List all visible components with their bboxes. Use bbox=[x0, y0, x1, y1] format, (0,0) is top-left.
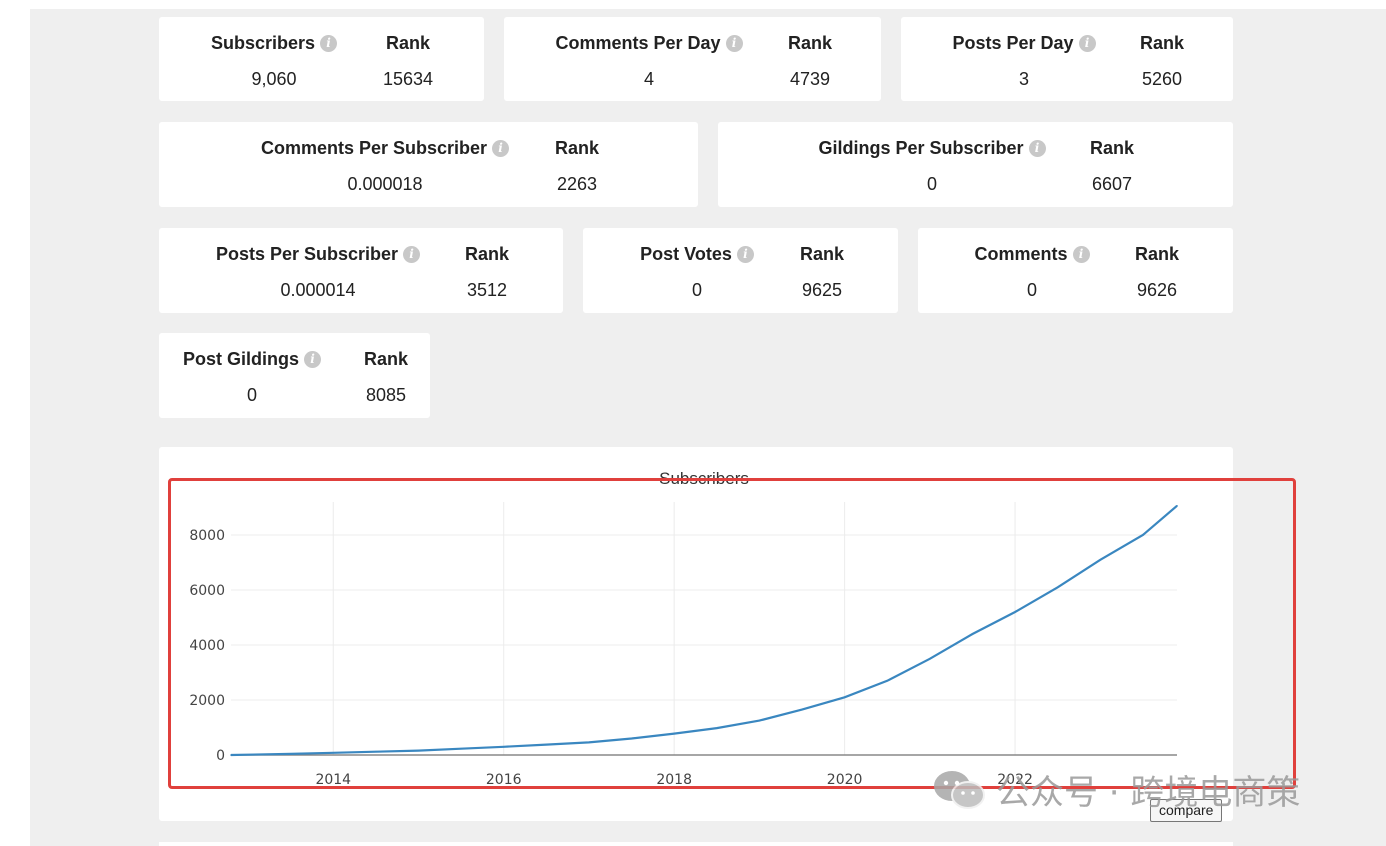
data-point bbox=[289, 753, 292, 755]
stat-card-subscribers: Subscribers i 9,060 Rank 15634 bbox=[159, 17, 484, 101]
stat-value: 0 bbox=[1026, 280, 1037, 300]
rank-value: 9625 bbox=[801, 280, 843, 300]
x-tick-label: 2018 bbox=[656, 772, 692, 788]
data-point bbox=[545, 743, 548, 746]
rank-label: Rank bbox=[1134, 243, 1179, 264]
x-tick-label: 2016 bbox=[486, 772, 522, 788]
rank-value: 9626 bbox=[1136, 280, 1178, 300]
data-point bbox=[929, 658, 931, 660]
rank-label: Rank bbox=[363, 348, 408, 369]
stat-value: 3 bbox=[1018, 69, 1029, 89]
stat-label: Comments Per Subscriber bbox=[260, 137, 488, 158]
data-point bbox=[843, 696, 846, 699]
rank-value: 5260 bbox=[1141, 69, 1183, 89]
data-point bbox=[1142, 534, 1144, 536]
watermark-text: 公众号 · 跨境电商策 bbox=[996, 773, 1301, 813]
subscribers-chart: Subscribers 0 2000 4000 6000 8000 2014 2016 2018… bbox=[189, 469, 1178, 788]
rank-label: Rank bbox=[464, 243, 509, 264]
stat-label: Post Votes bbox=[640, 243, 732, 264]
stat-value: 9,060 bbox=[251, 69, 297, 89]
info-icon[interactable]: i bbox=[320, 34, 338, 52]
stat-label: Subscribers bbox=[210, 32, 316, 53]
compare-button[interactable]: compare bbox=[1150, 799, 1223, 822]
watermark: 公众号 · 跨境电商策 bbox=[932, 765, 1300, 814]
stat-label: Gildings Per Subscriber bbox=[818, 137, 1024, 158]
rank-value: 6607 bbox=[1091, 174, 1133, 194]
stat-value: 0.000014 bbox=[280, 280, 356, 300]
rank-label: Rank bbox=[1139, 32, 1184, 53]
data-point bbox=[758, 719, 761, 722]
data-point bbox=[502, 746, 505, 748]
stat-value: 0 bbox=[246, 385, 257, 405]
rank-value: 8085 bbox=[365, 385, 407, 405]
info-icon[interactable]: i bbox=[725, 34, 743, 52]
data-point bbox=[1014, 611, 1016, 613]
stat-value: 0.000018 bbox=[347, 174, 423, 194]
data-point bbox=[375, 750, 377, 753]
data-point bbox=[460, 747, 462, 750]
stat-value: 0 bbox=[691, 280, 702, 300]
data-point bbox=[801, 708, 803, 711]
stat-card-comments: Comments i 0 Rank 9626 bbox=[918, 228, 1233, 313]
data-point bbox=[588, 741, 590, 744]
stat-value: 0 bbox=[926, 174, 937, 194]
stat-card-gildings-per-subscriber: Gildings Per Subscriber i 0 Rank 6607 bbox=[718, 122, 1233, 207]
data-point bbox=[1099, 559, 1102, 561]
info-icon[interactable]: i bbox=[1028, 139, 1046, 157]
y-tick-label: 8000 bbox=[189, 528, 225, 544]
stat-label: Post Gildings bbox=[182, 348, 299, 369]
info-icon[interactable]: i bbox=[1078, 34, 1096, 52]
rank-label: Rank bbox=[554, 137, 599, 158]
stat-card-post-gildings: Post Gildings i 0 Rank 8085 bbox=[159, 333, 430, 418]
x-tick-label: 2022 bbox=[997, 772, 1033, 788]
y-tick-label: 2000 bbox=[189, 693, 225, 709]
x-tick-label: 2020 bbox=[827, 772, 863, 788]
rank-label: Rank bbox=[799, 243, 844, 264]
stat-label: Comments bbox=[974, 243, 1068, 264]
rank-label: Rank bbox=[787, 32, 832, 53]
data-point bbox=[332, 752, 335, 754]
subscribers-chart-card: Subscribers 0 2000 4000 6000 8000 2014 2016 2018… bbox=[159, 447, 1233, 821]
rank-value: 15634 bbox=[382, 69, 434, 89]
stat-value: 4 bbox=[643, 69, 654, 89]
wechat-icon bbox=[934, 770, 985, 809]
stat-label: Posts Per Subscriber bbox=[215, 243, 399, 264]
series-line bbox=[230, 504, 1178, 757]
data-point bbox=[716, 727, 718, 729]
data-point bbox=[886, 680, 888, 682]
stat-card-post-votes: Post Votes i 0 Rank 9625 bbox=[583, 228, 898, 313]
stat-label: Posts Per Day bbox=[952, 32, 1074, 53]
stat-card-comments-per-day: Comments Per Day i 4 Rank 4739 bbox=[504, 17, 881, 101]
data-point bbox=[971, 633, 974, 635]
rank-label: Rank bbox=[385, 32, 430, 53]
info-icon[interactable]: i bbox=[736, 245, 754, 263]
chart-title: Subscribers bbox=[659, 469, 749, 488]
data-point bbox=[1176, 505, 1178, 507]
data-point bbox=[230, 754, 232, 756]
y-tick-label: 4000 bbox=[189, 638, 225, 654]
data-point bbox=[673, 732, 675, 735]
stat-card-posts-per-day: Posts Per Day i 3 Rank 5260 bbox=[901, 17, 1233, 101]
stat-label: Comments Per Day bbox=[555, 32, 721, 53]
x-tick-label: 2014 bbox=[315, 772, 351, 788]
stat-card-comments-per-subscriber: Comments Per Subscriber i 0.000018 Rank 2… bbox=[159, 122, 698, 207]
info-icon[interactable]: i bbox=[403, 245, 421, 263]
rank-value: 4739 bbox=[789, 69, 831, 89]
data-point bbox=[630, 737, 633, 740]
info-icon[interactable]: i bbox=[492, 139, 510, 157]
info-icon[interactable]: i bbox=[1072, 245, 1090, 263]
rank-label: Rank bbox=[1089, 137, 1134, 158]
stat-card-posts-per-subscriber: Posts Per Subscriber i 0.000014 Rank 3512 bbox=[159, 228, 563, 313]
rank-value: 2263 bbox=[556, 174, 598, 194]
next-card-edge bbox=[159, 842, 1233, 846]
y-tick-label: 6000 bbox=[189, 583, 225, 599]
y-tick-label: 0 bbox=[216, 748, 225, 764]
data-point bbox=[417, 749, 420, 752]
rank-value: 3512 bbox=[466, 280, 508, 300]
info-icon[interactable]: i bbox=[304, 350, 321, 368]
data-point bbox=[1056, 586, 1059, 589]
